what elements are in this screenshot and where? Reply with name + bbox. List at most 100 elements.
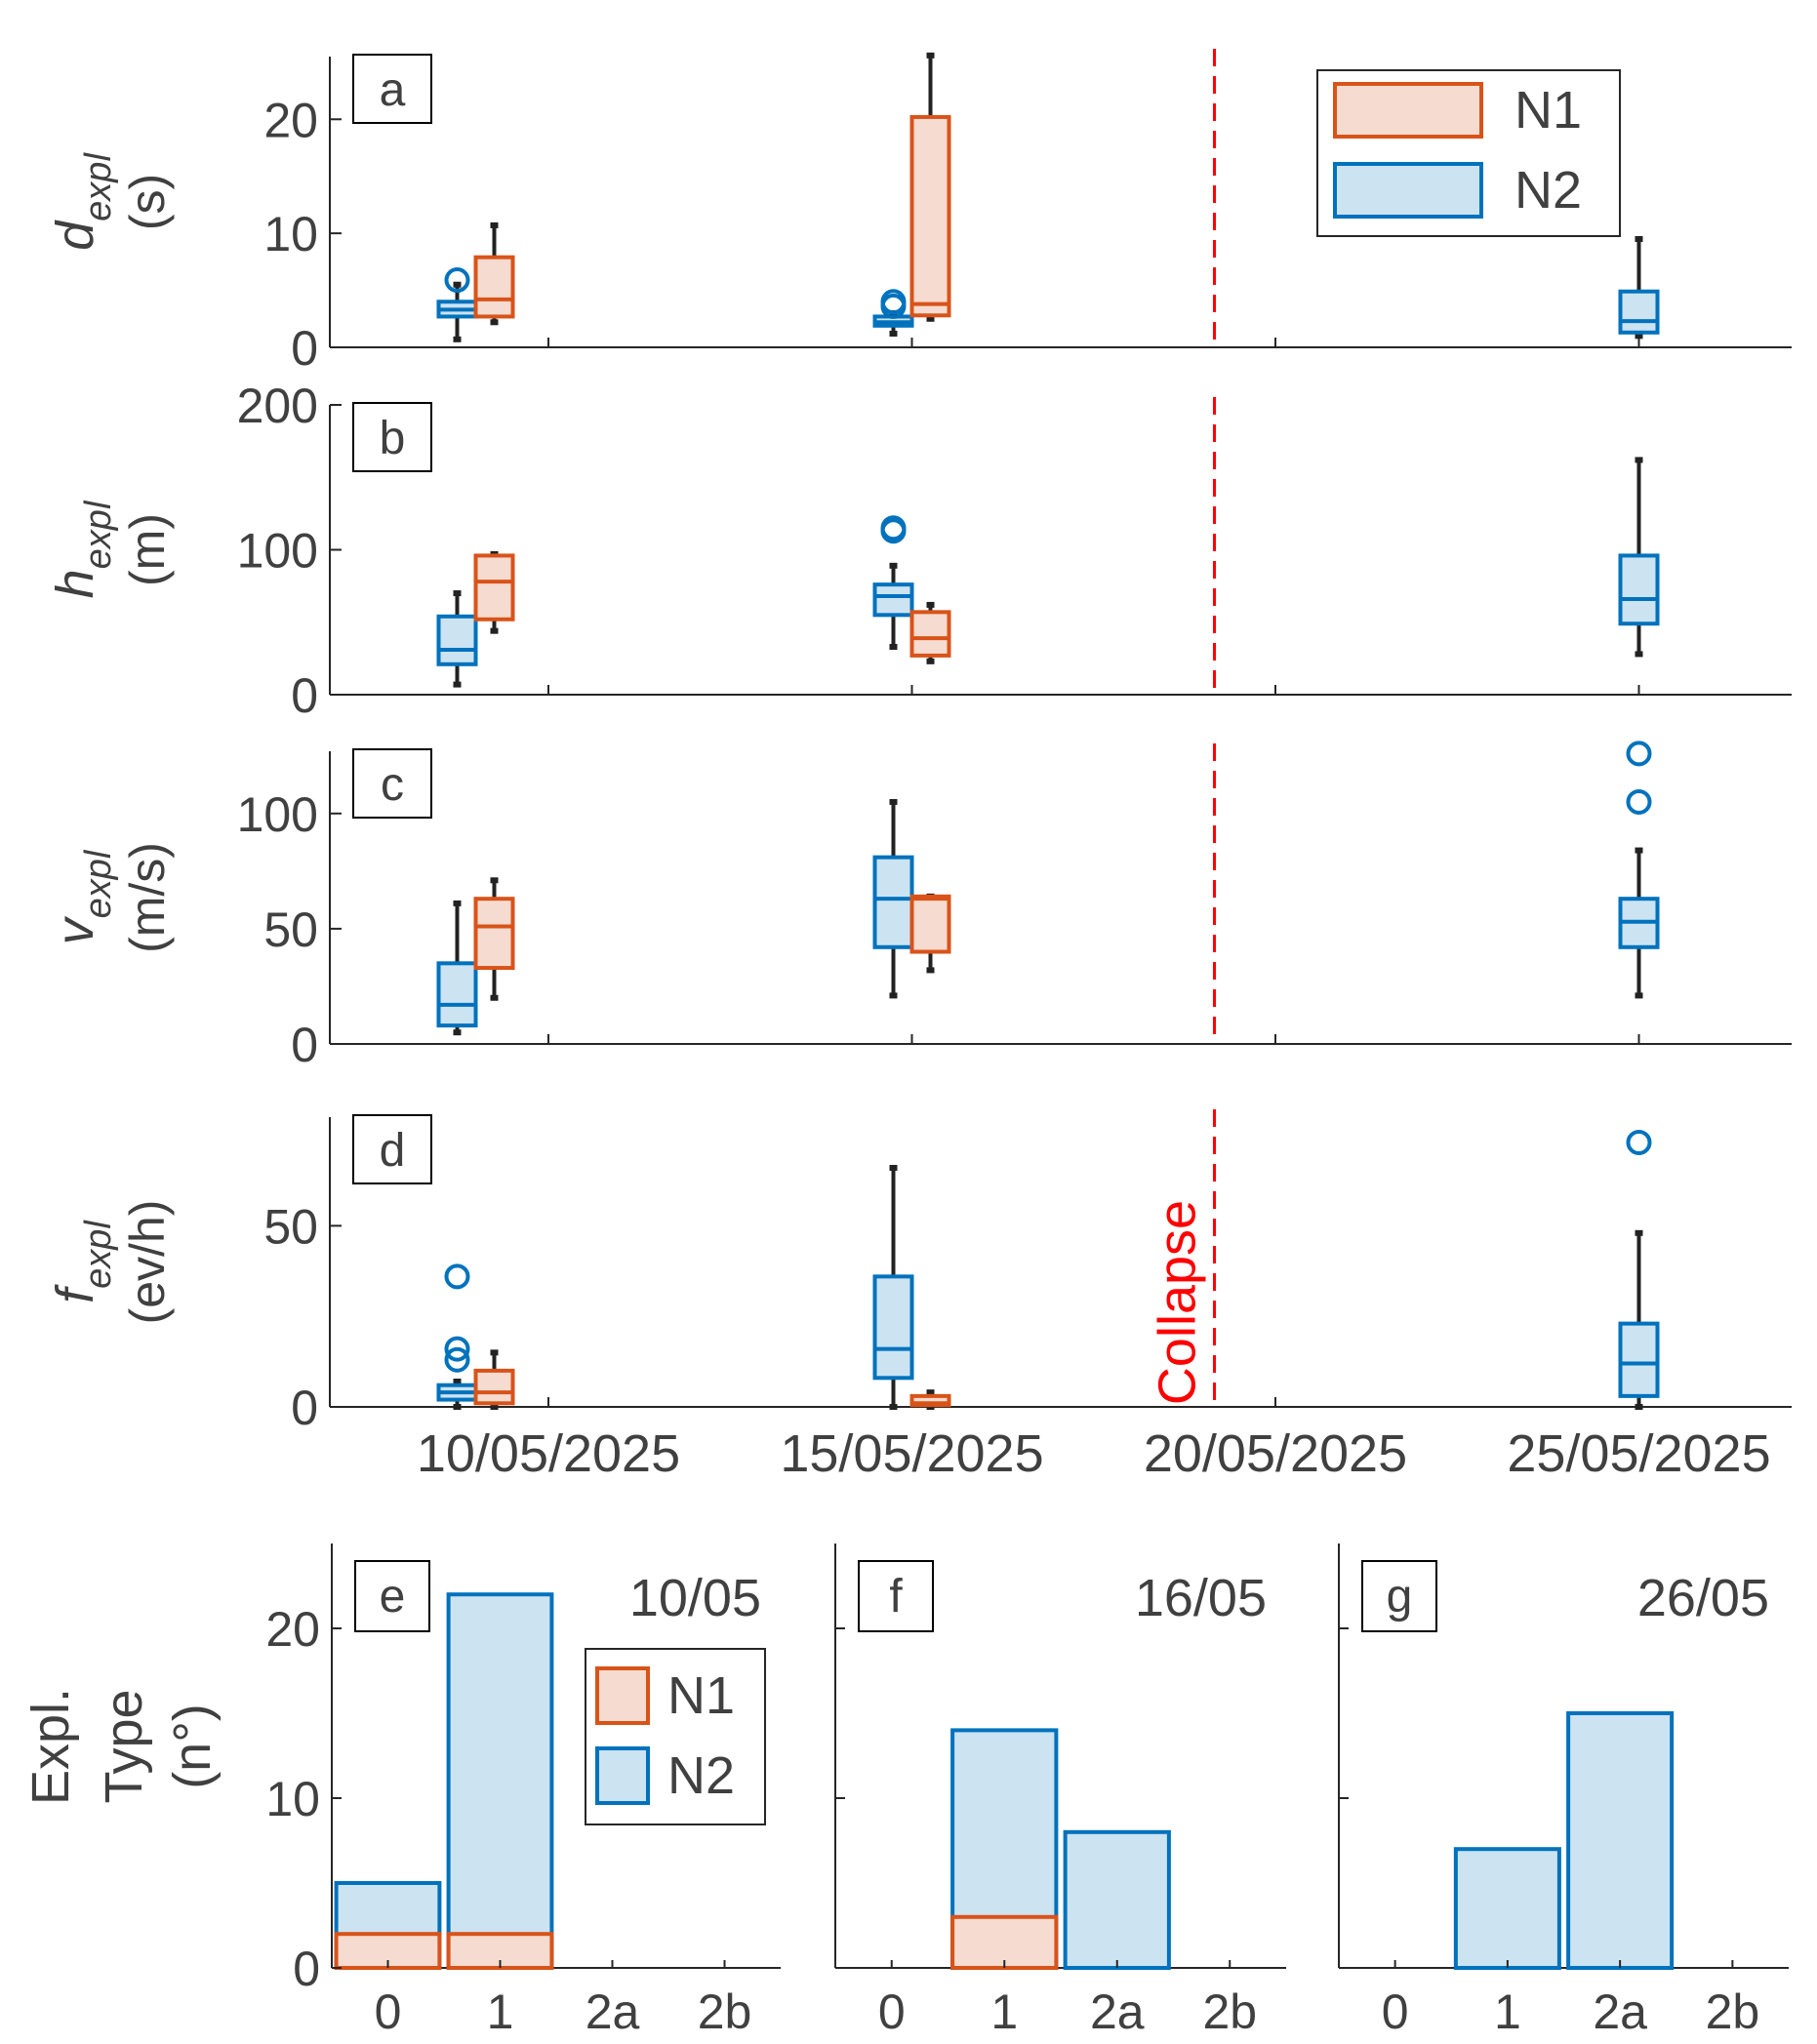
box-N2-09-05-2025 <box>436 590 478 688</box>
box-N1-15-05-2025 <box>909 893 951 974</box>
outlier-marker <box>880 515 907 541</box>
outlier-marker <box>1626 1129 1652 1155</box>
x-tick-label: 2a <box>1090 1984 1145 2039</box>
panel-letter: g <box>1387 1571 1413 1623</box>
box-N2-15-05-2025 <box>872 798 914 999</box>
y-axis-label-variable: v <box>46 915 104 944</box>
box-iqr <box>1618 289 1660 335</box>
legend-swatch-n2 <box>1333 162 1483 219</box>
y-axis-label-unit: (s) <box>120 174 175 230</box>
bar-n2-2a <box>1063 1829 1171 1971</box>
y-tick-label: 20 <box>265 1602 320 1657</box>
panel-letter-box <box>352 748 432 819</box>
panel-a: 0 10 20 dexpl (s) a <box>46 49 1792 376</box>
box-iqr <box>872 1274 914 1381</box>
outlier-marker <box>880 289 907 315</box>
x-tick-label: 15/05/2025 <box>780 1424 1043 1483</box>
box-N1-09-05-2025 <box>473 1349 515 1410</box>
y-tick-label: 10 <box>265 1772 320 1826</box>
outlier-marker <box>444 267 470 294</box>
panel-letter-box <box>354 1560 430 1632</box>
box-iqr <box>1618 1321 1660 1398</box>
x-tick-label: 0 <box>878 1984 906 2039</box>
x-tick-label: 20/05/2025 <box>1144 1424 1407 1483</box>
box-iqr <box>872 855 914 949</box>
y-axis-label-subscript: expl <box>78 849 119 918</box>
box-N2-09-05-2025 <box>436 1263 478 1410</box>
panel-letter-box <box>352 1114 432 1184</box>
panel-letter: a <box>380 64 406 116</box>
x-tick-label: 10/05/2025 <box>417 1424 680 1483</box>
x-tick-label: 1 <box>487 1984 514 2039</box>
y-axis-label-variable: f <box>46 1284 104 1303</box>
legend-swatch-n2 <box>595 1746 650 1805</box>
panel-letter: b <box>380 413 406 464</box>
x-tick-label: 2b <box>698 1984 752 2039</box>
y-tick-label: 50 <box>263 902 318 957</box>
legend-swatch-n1 <box>1333 82 1483 139</box>
box-N2-25-05-2025 <box>1618 1129 1660 1410</box>
x-tick-label: 2b <box>1202 1984 1257 2039</box>
box-N1-09-05-2025 <box>473 221 515 326</box>
panel-letter: e <box>380 1571 406 1623</box>
y-axis-label-line: (n°) <box>163 1703 222 1789</box>
box-N2-25-05-2025 <box>1618 235 1660 340</box>
box-N1-15-05-2025 <box>909 1389 951 1410</box>
y-tick-label: 50 <box>263 1199 318 1254</box>
panel-date-label: 10/05 <box>629 1569 761 1627</box>
panel-letter-box <box>352 402 432 472</box>
legend-swatch-n1 <box>595 1666 650 1725</box>
y-axis-label: vexpl <box>46 849 119 944</box>
box-N2-15-05-2025 <box>872 289 914 337</box>
panel-letter: f <box>889 1571 903 1623</box>
x-tick-label: 1 <box>1494 1984 1521 2039</box>
panel-d: 10/05/2025 15/05/2025 20/05/2025 25/05/2025… <box>46 1109 1792 1483</box>
y-axis-label-subscript: expl <box>78 500 119 569</box>
y-axis-label: dexpl <box>46 152 119 251</box>
box-N2-09-05-2025 <box>436 267 478 342</box>
y-axis-label-variable: d <box>46 220 104 251</box>
y-tick-label: 100 <box>237 787 318 842</box>
panel-letter: d <box>380 1125 406 1177</box>
panel-letter: c <box>381 759 404 811</box>
panel-letter-box <box>1361 1560 1437 1632</box>
legend-label-n2: N2 <box>667 1746 735 1805</box>
x-tick-label: 25/05/2025 <box>1507 1424 1770 1483</box>
box-iqr <box>436 614 478 666</box>
y-axis-label-subscript: expl <box>78 1220 119 1289</box>
box-N2-15-05-2025 <box>872 1164 914 1410</box>
box-N1-09-05-2025 <box>473 550 515 634</box>
y-tick-label: 0 <box>291 321 318 376</box>
bar-n2-1 <box>446 1592 554 1970</box>
legend-label-n1: N1 <box>667 1666 735 1725</box>
legend-label-n2: N2 <box>1514 161 1582 220</box>
y-axis-label-line: Type <box>95 1689 153 1803</box>
box-iqr <box>1618 553 1660 626</box>
y-axis-label-unit: (ev/h) <box>120 1200 175 1325</box>
x-tick-label: 2b <box>1706 1984 1760 2039</box>
y-axis-label-line: Expl. <box>21 1688 80 1805</box>
panel-g: 0 1 2a 2b g 26/05 <box>1338 1543 1789 2039</box>
y-axis-label: fexpl <box>46 1220 119 1303</box>
box-iqr <box>473 255 515 319</box>
x-tick-label: 2a <box>585 1984 640 2039</box>
box-iqr <box>909 894 951 954</box>
x-tick-label: 2a <box>1593 1984 1647 2039</box>
y-tick-label: 0 <box>293 1942 320 1996</box>
box-N2-25-05-2025 <box>1618 457 1660 658</box>
outlier-marker <box>1626 788 1652 815</box>
y-axis-label: hexpl <box>46 500 119 598</box>
box-iqr <box>909 610 951 658</box>
box-iqr <box>436 961 478 1028</box>
x-tick-label: 1 <box>990 1984 1018 2039</box>
x-tick-label: 0 <box>1382 1984 1409 2039</box>
y-tick-label: 100 <box>237 524 318 579</box>
box-iqr <box>872 582 914 618</box>
box-N1-15-05-2025 <box>909 52 951 322</box>
outlier-marker <box>444 1263 470 1290</box>
panel-letter-box <box>352 54 432 124</box>
